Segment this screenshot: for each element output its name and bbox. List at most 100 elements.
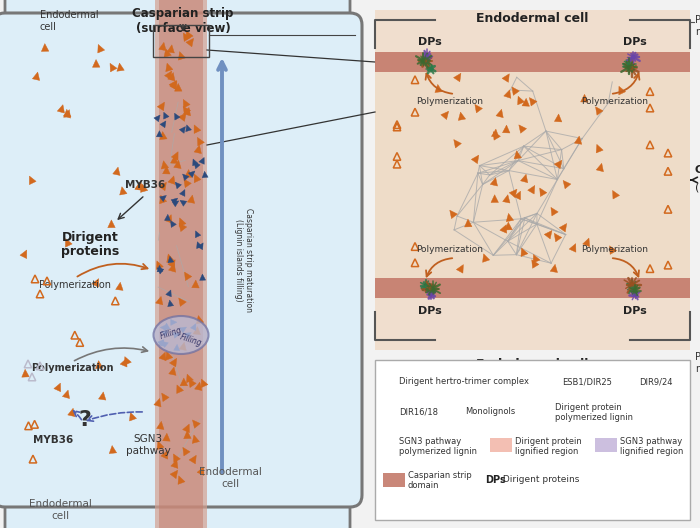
- Polygon shape: [92, 279, 99, 287]
- Polygon shape: [183, 107, 190, 116]
- Circle shape: [547, 380, 552, 384]
- Polygon shape: [193, 435, 200, 444]
- Polygon shape: [197, 242, 202, 249]
- Polygon shape: [554, 161, 562, 168]
- Polygon shape: [167, 254, 174, 262]
- Polygon shape: [192, 280, 199, 288]
- Polygon shape: [130, 412, 136, 421]
- Circle shape: [385, 380, 389, 384]
- Polygon shape: [95, 361, 103, 369]
- Text: MYB36: MYB36: [33, 435, 73, 445]
- Polygon shape: [174, 83, 182, 91]
- Polygon shape: [550, 264, 557, 272]
- Polygon shape: [186, 125, 192, 131]
- Bar: [375, 360, 690, 520]
- Polygon shape: [108, 220, 116, 228]
- Polygon shape: [156, 130, 162, 137]
- Text: Polymerization: Polymerization: [582, 246, 648, 254]
- Polygon shape: [168, 72, 175, 81]
- Polygon shape: [141, 184, 148, 192]
- Polygon shape: [160, 325, 167, 331]
- Polygon shape: [183, 33, 190, 42]
- Polygon shape: [193, 420, 200, 428]
- Text: SGN3
pathway: SGN3 pathway: [125, 434, 170, 456]
- Text: Endodermal cell: Endodermal cell: [476, 12, 588, 25]
- Text: Monolignols: Monolignols: [465, 408, 515, 417]
- Text: proteins: proteins: [61, 246, 119, 259]
- Polygon shape: [169, 263, 176, 272]
- Circle shape: [627, 65, 631, 69]
- Polygon shape: [471, 155, 479, 164]
- Polygon shape: [169, 80, 176, 89]
- Polygon shape: [178, 298, 186, 306]
- Polygon shape: [179, 190, 185, 196]
- Polygon shape: [186, 374, 193, 383]
- Text: Dirigent: Dirigent: [62, 231, 118, 244]
- Polygon shape: [179, 342, 186, 351]
- Polygon shape: [168, 300, 174, 307]
- Polygon shape: [167, 45, 174, 53]
- Polygon shape: [554, 233, 562, 242]
- Polygon shape: [169, 359, 176, 367]
- Polygon shape: [189, 455, 196, 464]
- Polygon shape: [120, 187, 127, 195]
- Bar: [375, 52, 690, 72]
- Polygon shape: [514, 150, 522, 159]
- Polygon shape: [162, 433, 170, 441]
- Polygon shape: [465, 219, 472, 227]
- Polygon shape: [540, 188, 547, 196]
- Polygon shape: [197, 316, 204, 324]
- Text: domain: domain: [408, 482, 440, 491]
- Polygon shape: [202, 171, 208, 178]
- FancyBboxPatch shape: [5, 477, 350, 528]
- Polygon shape: [117, 63, 125, 71]
- Polygon shape: [92, 60, 100, 68]
- Polygon shape: [160, 131, 167, 139]
- Polygon shape: [125, 356, 132, 365]
- Polygon shape: [155, 296, 163, 305]
- Polygon shape: [619, 86, 626, 95]
- Polygon shape: [161, 450, 168, 459]
- Text: (median view): (median view): [695, 183, 700, 193]
- Polygon shape: [512, 87, 519, 96]
- Polygon shape: [186, 31, 193, 40]
- Circle shape: [629, 66, 634, 70]
- Polygon shape: [62, 390, 69, 399]
- Polygon shape: [528, 185, 535, 194]
- Polygon shape: [183, 431, 191, 439]
- Text: ?: ?: [78, 410, 92, 430]
- Text: Casparian strip maturation
(Lignin islands filling): Casparian strip maturation (Lignin islan…: [234, 208, 253, 312]
- Polygon shape: [168, 176, 175, 184]
- Bar: [375, 278, 690, 298]
- Polygon shape: [54, 383, 61, 392]
- Text: Polymerization: Polymerization: [31, 363, 113, 373]
- Polygon shape: [506, 213, 514, 222]
- Polygon shape: [494, 131, 500, 140]
- Polygon shape: [543, 414, 550, 421]
- Polygon shape: [172, 152, 178, 161]
- Circle shape: [385, 410, 389, 414]
- Polygon shape: [517, 96, 524, 105]
- Polygon shape: [194, 145, 202, 154]
- Polygon shape: [456, 265, 463, 273]
- Polygon shape: [509, 189, 517, 197]
- Text: DPs: DPs: [418, 37, 442, 47]
- Ellipse shape: [153, 316, 209, 354]
- Polygon shape: [109, 446, 117, 454]
- Polygon shape: [183, 447, 190, 456]
- Polygon shape: [563, 181, 571, 189]
- Text: SGN3 pathway: SGN3 pathway: [399, 437, 461, 446]
- Polygon shape: [120, 359, 127, 367]
- Polygon shape: [178, 52, 186, 60]
- Bar: [595, 438, 617, 452]
- Polygon shape: [441, 111, 449, 119]
- Polygon shape: [536, 407, 542, 415]
- Polygon shape: [482, 254, 490, 262]
- Polygon shape: [189, 379, 196, 388]
- Polygon shape: [503, 195, 510, 203]
- FancyBboxPatch shape: [5, 0, 350, 43]
- Polygon shape: [164, 214, 171, 221]
- Text: lignified region: lignified region: [620, 447, 683, 456]
- Circle shape: [634, 294, 636, 296]
- Text: Filling: Filling: [179, 332, 203, 348]
